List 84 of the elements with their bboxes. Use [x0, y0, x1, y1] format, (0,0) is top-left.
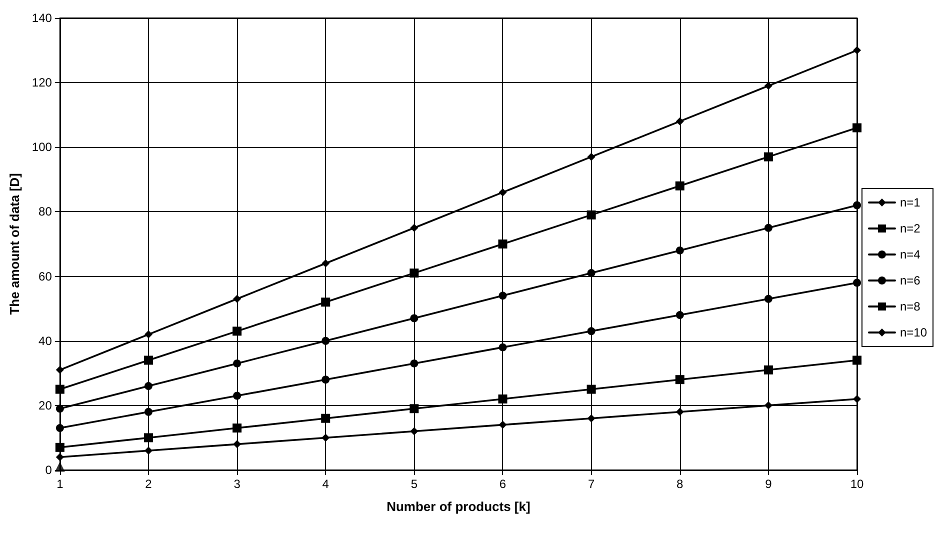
y-tick-label: 80	[38, 204, 52, 219]
legend-label: n=4	[900, 248, 921, 262]
legend-label: n=1	[900, 196, 921, 210]
point	[852, 123, 862, 132]
y-tick-label: 100	[32, 140, 52, 154]
point	[322, 336, 330, 345]
x-tick-label: 10	[850, 477, 864, 491]
point	[853, 46, 861, 54]
point	[56, 453, 64, 462]
point	[410, 404, 419, 414]
point	[675, 181, 684, 190]
point	[56, 424, 64, 432]
point	[232, 424, 242, 433]
legend-label: n=6	[900, 274, 921, 288]
x-tick-label: 9	[765, 477, 772, 491]
point	[144, 433, 153, 442]
legend-label: n=8	[900, 300, 921, 314]
point	[232, 326, 242, 336]
y-tick-label: 20	[38, 398, 52, 412]
point	[144, 382, 152, 390]
y-axis-title: The amount of data [D]	[7, 173, 22, 315]
point	[233, 294, 242, 303]
point	[764, 365, 773, 374]
point	[587, 152, 596, 161]
point	[498, 188, 507, 196]
point	[410, 268, 419, 278]
point	[675, 375, 684, 384]
x-tick-label: 8	[676, 477, 684, 491]
point	[676, 311, 684, 320]
x-tick-label: 3	[234, 477, 241, 491]
y-tick-label: 0	[45, 463, 52, 477]
y-tick-label: 40	[38, 334, 52, 348]
x-tick-label: 6	[499, 477, 506, 491]
x-tick-label: 7	[588, 477, 595, 491]
point	[144, 356, 153, 365]
legend-label: n=2	[900, 222, 921, 236]
x-tick-label: 2	[145, 477, 152, 491]
x-axis-title: Number of products [k]	[386, 499, 530, 514]
point	[233, 359, 242, 368]
point	[764, 401, 772, 410]
point	[764, 294, 772, 303]
point	[322, 434, 330, 442]
point	[587, 327, 596, 336]
x-tick-label: 5	[410, 477, 418, 491]
point	[144, 408, 152, 416]
point	[410, 359, 418, 368]
point	[498, 240, 508, 248]
point	[233, 392, 242, 400]
point	[55, 442, 64, 452]
point	[498, 292, 507, 300]
point	[853, 394, 861, 403]
point	[853, 201, 861, 210]
point	[853, 278, 861, 287]
point	[586, 210, 596, 220]
point	[322, 259, 330, 268]
point	[322, 376, 330, 384]
point	[498, 394, 508, 404]
point	[586, 384, 596, 394]
point	[56, 366, 64, 374]
legend-label: n=10	[900, 326, 928, 340]
point	[144, 330, 152, 338]
point	[233, 440, 242, 448]
point	[54, 462, 65, 472]
point	[410, 224, 418, 232]
point	[676, 246, 684, 254]
point	[321, 414, 330, 423]
point	[498, 420, 507, 429]
point	[587, 414, 596, 422]
point	[321, 298, 330, 307]
y-tick-label: 140	[32, 11, 52, 25]
point	[498, 343, 507, 352]
point	[144, 446, 152, 455]
y-tick-label: 120	[32, 76, 52, 90]
point	[676, 117, 684, 126]
point	[676, 408, 684, 416]
point	[55, 384, 64, 394]
point	[410, 427, 418, 436]
point	[764, 152, 773, 162]
y-tick-label: 60	[38, 269, 52, 284]
point	[852, 356, 862, 365]
point	[410, 314, 418, 322]
point	[764, 224, 772, 232]
x-tick-label: 4	[322, 477, 330, 491]
x-tick-label: 1	[56, 477, 64, 491]
